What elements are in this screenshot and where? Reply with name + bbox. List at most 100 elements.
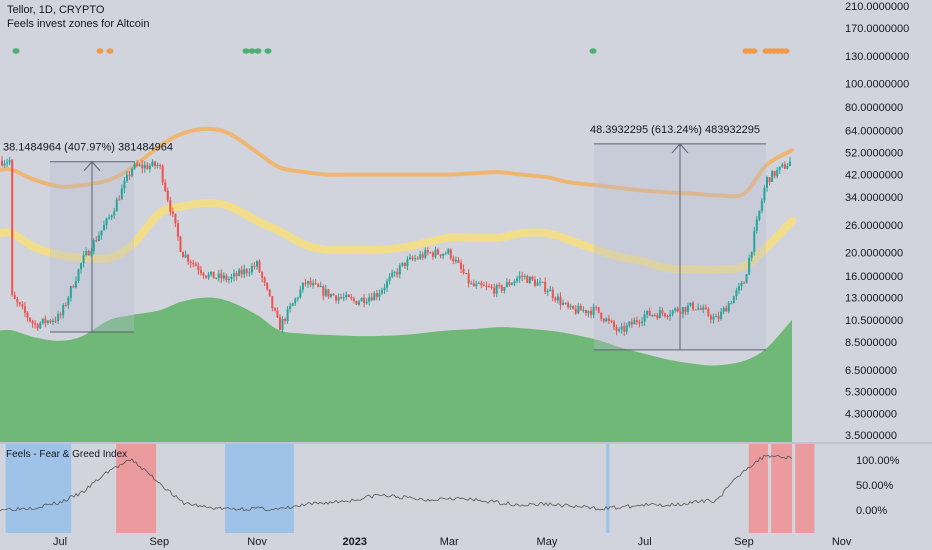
candle-body (411, 257, 414, 260)
fear-zone-0 (5, 444, 72, 533)
signal-dot-2 (106, 48, 114, 54)
candle-body (365, 301, 368, 304)
candle-body (689, 302, 692, 306)
time-axis-label-6: Jul (638, 536, 652, 548)
candle-body (115, 199, 118, 212)
candle-body (337, 297, 340, 301)
candle-body (648, 310, 651, 316)
candle-body (732, 296, 735, 304)
candle-body (771, 171, 774, 183)
candle-body (347, 294, 350, 298)
candle-body (582, 309, 585, 311)
candle-body (187, 254, 190, 262)
candle-body (748, 257, 751, 275)
candle-body (727, 303, 730, 312)
candle-body (49, 320, 52, 323)
price-axis-label-3: 100.0000000 (845, 79, 909, 91)
candle-body (358, 301, 360, 305)
candle-body (567, 302, 570, 308)
candle-body (128, 174, 131, 176)
candle-body (590, 310, 593, 315)
candle-body (276, 310, 279, 318)
candle-body (745, 274, 748, 284)
candle-body (286, 308, 289, 321)
candle-body (503, 286, 506, 291)
price-axis-label-16: 5.3000000 (845, 387, 897, 399)
candle-body (508, 282, 511, 286)
sub-panel-title[interactable]: Feels - Fear & Greed Index (6, 449, 128, 460)
measure-label-0: 38.1484964 (407.97%) 381484964 (3, 142, 173, 154)
candle-body (261, 272, 264, 278)
candle-body (6, 162, 9, 164)
candle-body (778, 166, 781, 171)
candle-body (95, 240, 98, 242)
signal-dot-1 (96, 48, 104, 54)
candle-body (763, 187, 766, 201)
candle-body (500, 285, 503, 291)
candle-body (26, 312, 29, 318)
floor-area (0, 297, 792, 442)
signal-dot-3 (242, 48, 250, 54)
greed-zone-2 (771, 444, 792, 533)
candle-body (743, 282, 746, 284)
candle-body (562, 302, 564, 305)
fear-greed-axis-label-1: 50.00% (856, 480, 894, 492)
candle-body (146, 165, 149, 169)
candle-body (176, 223, 179, 237)
candle-body (544, 281, 547, 292)
candle-body (460, 262, 462, 269)
price-axis-label-14: 8.5000000 (845, 337, 897, 349)
candle-body (720, 311, 723, 319)
candle-body (54, 320, 57, 322)
candle-body (541, 281, 544, 283)
candle-body (467, 273, 470, 284)
candle-body (360, 297, 363, 302)
candle-body (57, 314, 60, 321)
candle-body (579, 305, 582, 311)
candle-body (90, 251, 93, 256)
candle-body (52, 320, 54, 323)
candle-body (355, 300, 358, 305)
candle-body (493, 287, 496, 294)
candle-body (373, 293, 376, 301)
candle-body (161, 165, 164, 183)
candle-body (702, 307, 705, 310)
candle-body (284, 318, 287, 321)
candle-body (536, 282, 539, 286)
candle-body (605, 318, 608, 322)
signal-dot-4 (248, 48, 256, 54)
candle-body (386, 280, 389, 288)
candle-body (207, 274, 210, 278)
candle-body (674, 308, 677, 311)
indicator-title[interactable]: Feels invest zones for Altcoin (7, 18, 150, 30)
symbol-title[interactable]: Tellor, 1D, CRYPTO (7, 4, 105, 16)
candle-body (661, 310, 664, 314)
candle-body (273, 308, 276, 311)
candle-body (245, 269, 248, 273)
measure-label-1: 48.3932295 (613.24%) 483932295 (590, 124, 760, 136)
candle-body (235, 273, 238, 277)
candle-body (350, 297, 353, 299)
candle-body (294, 298, 297, 304)
candle-body (595, 306, 598, 308)
candle-body (80, 263, 83, 270)
time-axis-label-3: 2023 (343, 536, 367, 548)
candle-body (36, 324, 39, 329)
candle-body (210, 271, 213, 275)
candle-body (488, 286, 491, 288)
candle-body (786, 166, 789, 169)
time-axis-label-2: Nov (247, 536, 267, 548)
price-axis-label-2: 130.0000000 (845, 51, 909, 63)
fear-greed-line (0, 454, 793, 512)
candle-body (202, 273, 205, 276)
candle-body (676, 308, 679, 312)
candle-body (67, 297, 70, 305)
candle-body (174, 213, 177, 224)
candle-body (666, 315, 669, 317)
fear-zone-2 (606, 444, 610, 533)
candle-body (110, 215, 113, 218)
candle-body (250, 266, 253, 273)
candle-body (549, 289, 552, 292)
